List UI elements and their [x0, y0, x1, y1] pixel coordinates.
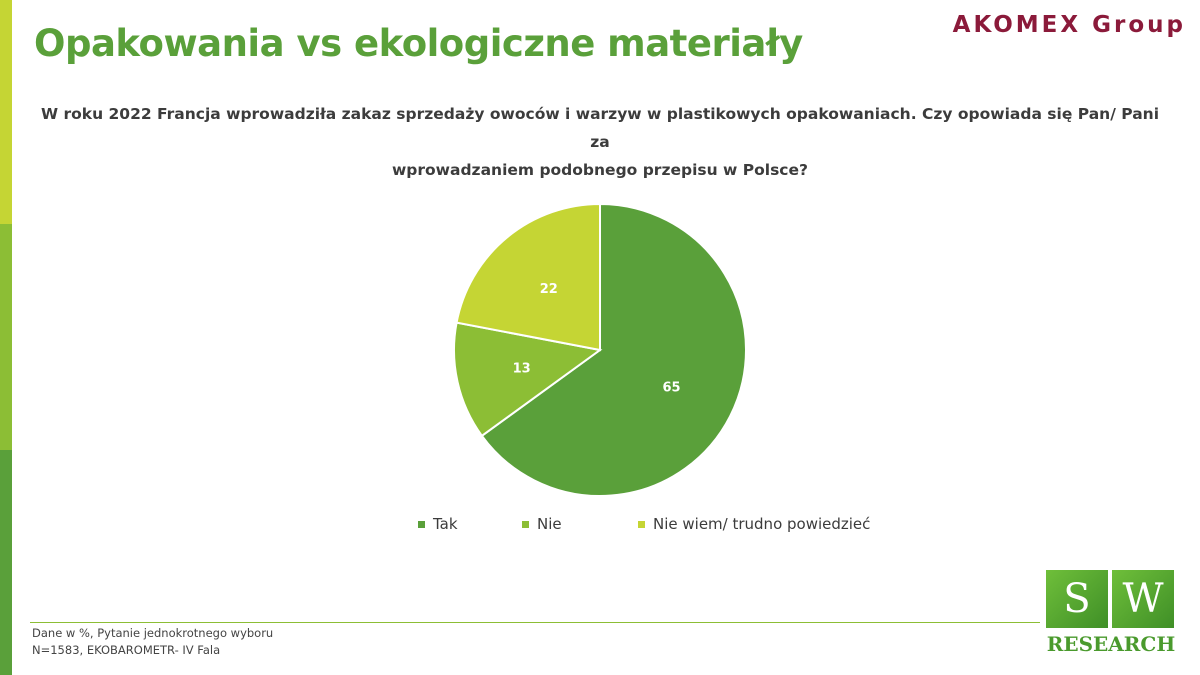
pie-chart: 65 13 22 [453, 202, 747, 497]
page-title: Opakowania vs ekologiczne materiały [34, 22, 803, 65]
question-line-2: wprowadzaniem podobnego przepisu w Polsc… [391, 161, 809, 179]
footnote-line-1: Dane w %, Pytanie jednokrotnego wyboru [32, 626, 274, 640]
pie-slice-2 [453, 321, 603, 438]
footer-divider [30, 622, 1040, 623]
legend-label-1: Tak [433, 515, 458, 533]
legend-label-3: Nie wiem/ trudno powiedzieć [653, 515, 871, 533]
pie-slice-1 [480, 202, 747, 497]
legend-item-3: Nie wiem/ trudno powiedzieć [638, 515, 870, 533]
logo-research-text: RESEARCH [1046, 632, 1176, 656]
legend-swatch-1 [418, 520, 425, 528]
chart-legend: Tak Nie Nie wiem/ trudno powiedzieć [0, 515, 1200, 539]
side-accent-bar-bottom [0, 450, 12, 675]
pie-slice-3 [455, 202, 601, 352]
pie-data-label-1: 65 [663, 380, 681, 395]
brand-logo-text: AKOMEX Group [952, 12, 1186, 38]
side-accent-bar-middle [0, 224, 12, 450]
legend-item-2: Nie [522, 515, 562, 533]
legend-label-2: Nie [537, 515, 562, 533]
side-accent-bar-top [0, 0, 12, 224]
legend-item-1: Tak [418, 515, 458, 533]
footnote-line-2: N=1583, EKOBAROMETR- IV Fala [32, 643, 221, 657]
sw-research-logo: S W RESEARCH [1046, 570, 1176, 662]
legend-swatch-3 [638, 520, 645, 528]
logo-letter-s: S [1046, 570, 1108, 628]
question-text: W roku 2022 Francja wprowadziła zakaz sp… [30, 100, 1170, 184]
legend-swatch-2 [522, 520, 529, 528]
logo-letter-w: W [1112, 570, 1174, 628]
question-line-1: W roku 2022 Francja wprowadziła zakaz sp… [40, 105, 1160, 151]
pie-data-label-2: 13 [513, 362, 531, 377]
pie-data-label-3: 22 [540, 282, 558, 297]
